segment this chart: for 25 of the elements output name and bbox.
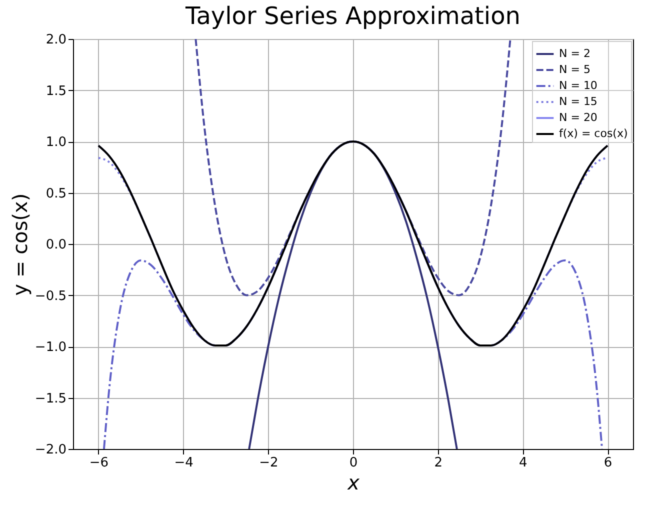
- x-tick-label: 6: [604, 456, 612, 470]
- legend-label: f(x) = cos(x): [559, 127, 628, 140]
- y-tick-label: 0.0: [46, 238, 66, 252]
- y-tick-label: 1.0: [46, 135, 66, 150]
- legend-label: N = 10: [559, 79, 598, 92]
- chart-title: Taylor Series Approximation: [184, 2, 520, 30]
- y-tick-label: −0.5: [34, 288, 66, 304]
- x-tick-label: −4: [174, 456, 194, 470]
- y-tick-label: 0.5: [46, 186, 66, 202]
- y-tick-label: −1.5: [34, 391, 66, 406]
- x-tick-label: −6: [89, 456, 109, 470]
- y-tick-label: 2.0: [46, 32, 66, 48]
- y-tick-label: −1.0: [34, 340, 66, 355]
- legend-label: N = 2: [559, 47, 590, 60]
- x-tick-label: −2: [259, 456, 278, 470]
- legend-label: N = 20: [559, 111, 598, 124]
- y-axis-title: y = cos(x): [8, 193, 32, 296]
- x-axis-title: x: [346, 470, 360, 494]
- x-tick-label: 4: [519, 456, 528, 470]
- x-tick-label: 0: [349, 456, 358, 470]
- legend-label: N = 15: [559, 95, 598, 108]
- y-tick-label: −2.0: [34, 442, 66, 458]
- legend-label: N = 5: [559, 63, 590, 76]
- y-tick-label: 1.5: [46, 84, 66, 99]
- x-tick-label: 2: [434, 456, 442, 470]
